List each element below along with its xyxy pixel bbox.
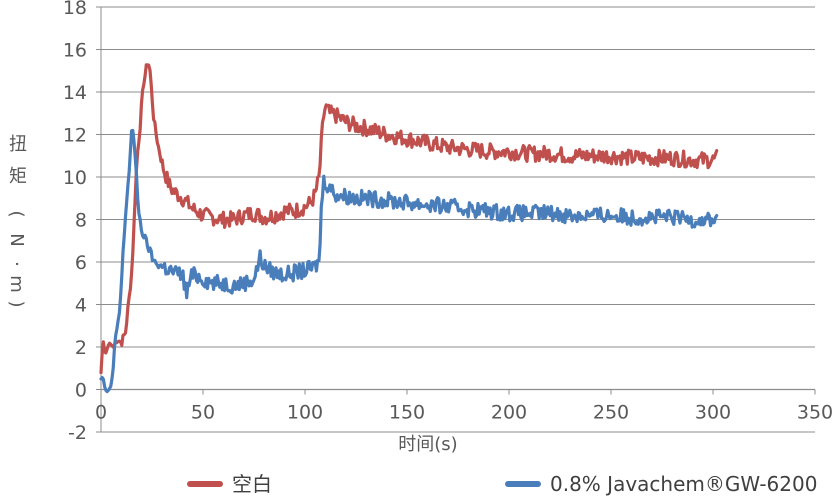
- y-title-char-0: 扭: [9, 134, 27, 155]
- y-tick-label-6: 10: [63, 167, 87, 189]
- y-title-char-2: (: [6, 210, 27, 217]
- y-title-char-1: 矩: [9, 166, 27, 187]
- legend-label-javachem: 0.8% Javachem®GW-6200: [550, 472, 817, 496]
- y-tick-label-3: 4: [75, 295, 87, 317]
- y-tick-label-8: 14: [63, 82, 87, 104]
- y-tick-labels: -2 0 2 4 6 8 10 12 14 16 18: [63, 0, 87, 444]
- x-tick-label-2: 100: [287, 402, 323, 424]
- y-tick-label-5: 8: [75, 210, 87, 232]
- x-tick-label-6: 300: [695, 402, 731, 424]
- series-lines: [99, 63, 719, 394]
- x-tick-label-1: 50: [191, 402, 215, 424]
- y-title-char-4: ·: [6, 261, 27, 267]
- x-tick-labels: 0 50 100 150 200 250 300 350: [95, 402, 833, 424]
- x-tick-label-5: 250: [593, 402, 629, 424]
- y-tick-label-9: 16: [63, 40, 87, 62]
- series-line-0: [99, 63, 719, 375]
- y-title-char-6: ): [6, 300, 27, 307]
- x-tick-label-3: 150: [389, 402, 425, 424]
- y-title-char-5: m: [6, 275, 27, 293]
- y-tick-label-0: -2: [68, 422, 87, 444]
- x-tick-label-4: 200: [491, 402, 527, 424]
- y-axis-title: 扭矩 ( N · m): [6, 134, 27, 308]
- y-tick-label-7: 12: [63, 125, 87, 147]
- x-axis-title: 时间(s): [398, 434, 457, 455]
- series-line-1: [99, 128, 719, 394]
- y-title-char-3: N: [6, 233, 27, 246]
- x-tick-label-0: 0: [95, 402, 107, 424]
- x-tick-label-7: 350: [797, 402, 833, 424]
- y-tick-label-2: 2: [75, 337, 87, 359]
- y-tick-label-1: 0: [75, 380, 87, 402]
- legend-label-blank: 空白: [232, 472, 272, 496]
- y-tick-label-10: 18: [63, 0, 87, 19]
- legend: 空白 0.8% Javachem®GW-6200: [187, 472, 817, 496]
- y-tick-label-4: 6: [75, 252, 87, 274]
